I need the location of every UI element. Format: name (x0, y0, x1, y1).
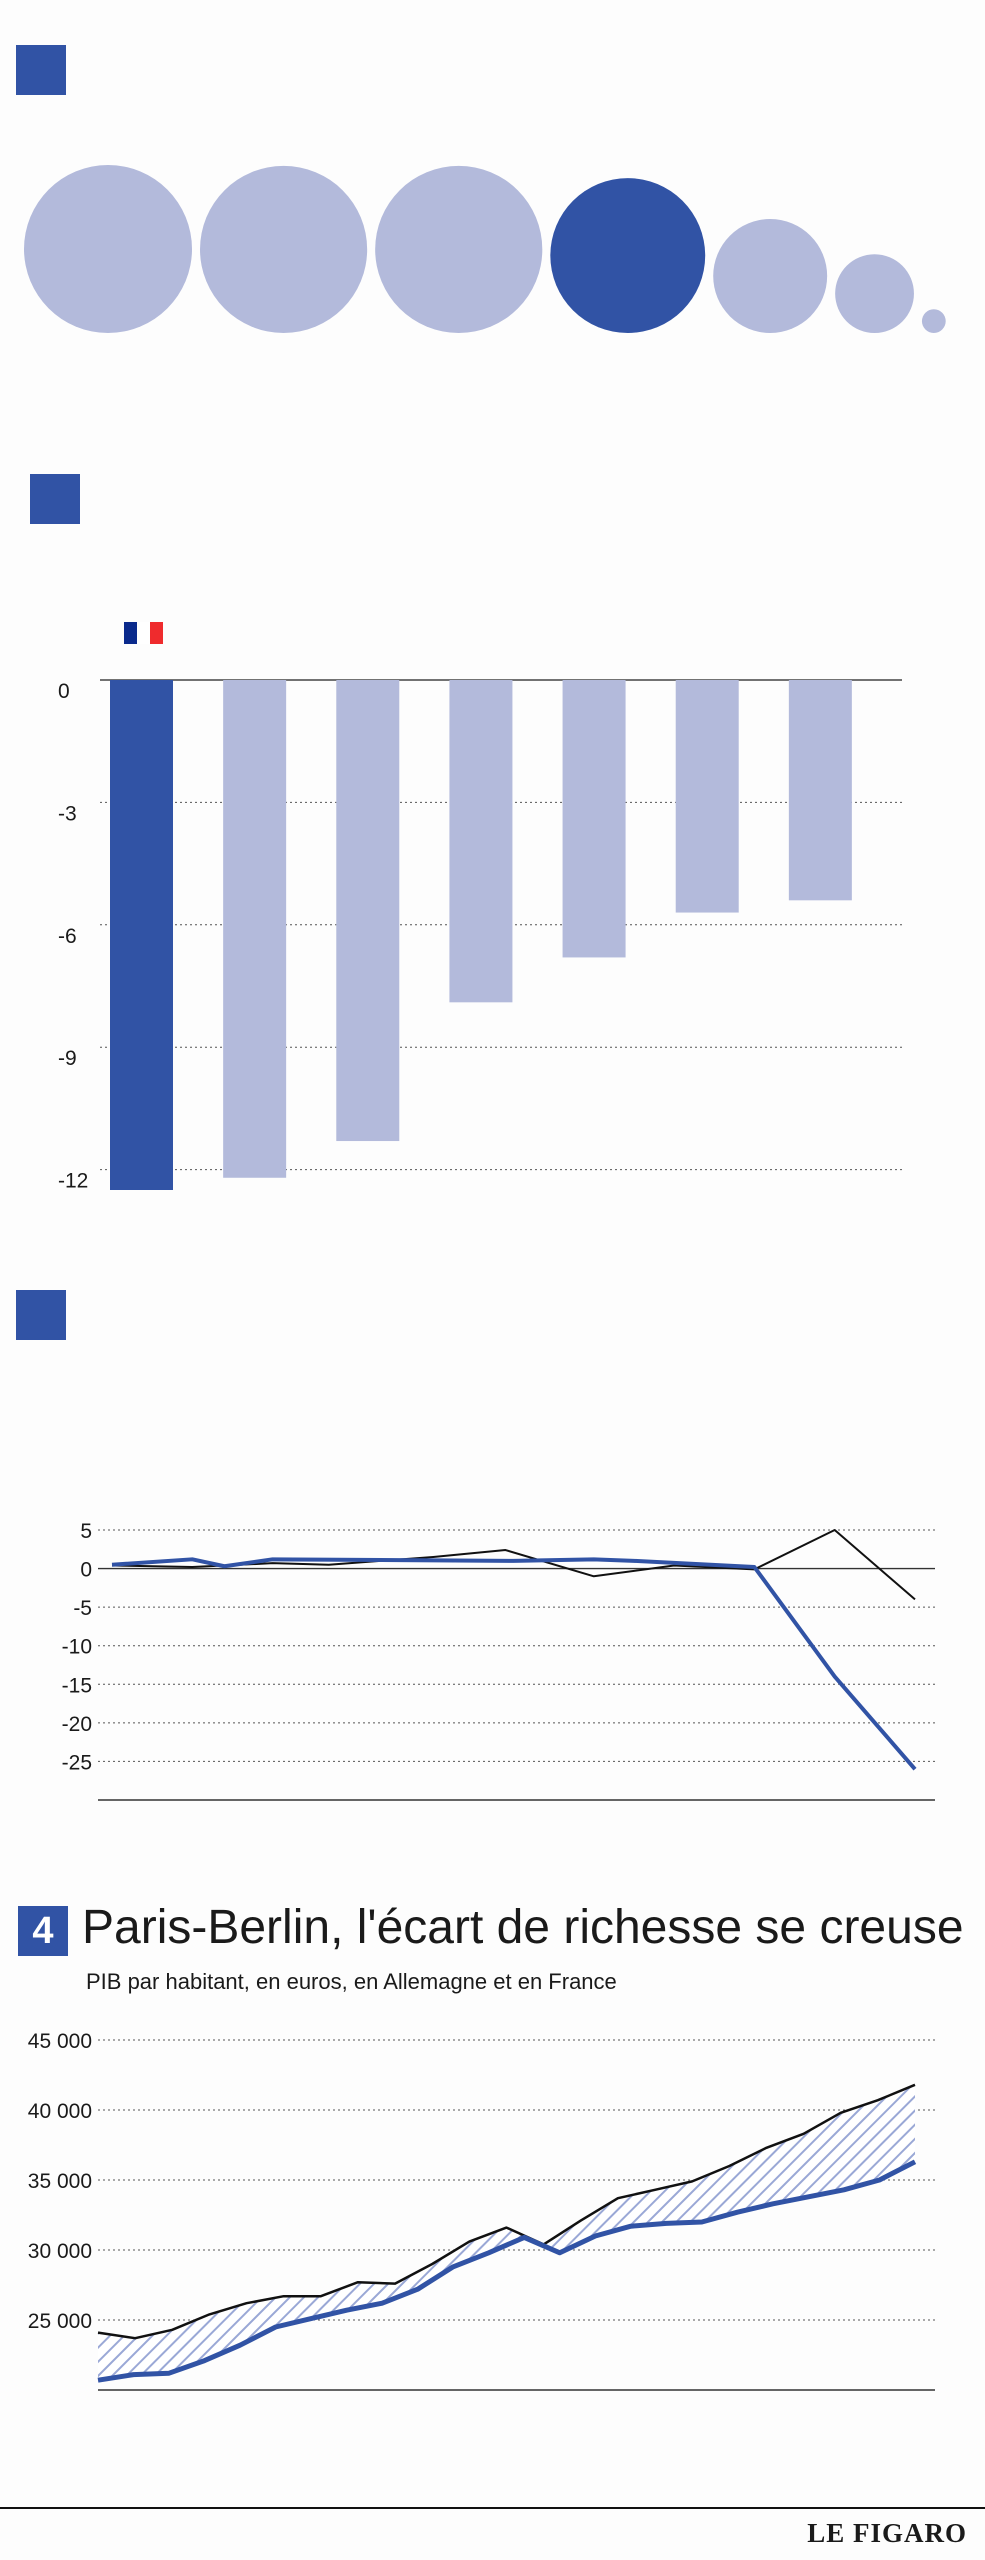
bar-3 (449, 680, 513, 1003)
bar-4 (562, 680, 626, 958)
y-tick-label: 5 (80, 1520, 92, 1543)
section-2-marker (30, 474, 80, 524)
y-tick-label: 45 000 (28, 2030, 92, 2053)
bubble-1 (200, 165, 368, 333)
y-tick-label: -20 (62, 1713, 92, 1736)
y-tick-label: -5 (73, 1597, 92, 1620)
y-tick-label: 25 000 (28, 2310, 92, 2333)
bar-6 (788, 680, 852, 901)
y-tick-label: -9 (58, 1047, 77, 1070)
y-tick-label: -3 (58, 802, 77, 825)
gap-area (98, 2084, 915, 2381)
y-tick-label: -12 (58, 1170, 88, 1193)
le-figaro-logo: LE FIGARO (807, 2518, 967, 2548)
bubble-5 (835, 254, 914, 333)
france-flag-icon (124, 622, 163, 644)
y-tick-label: 40 000 (28, 2100, 92, 2123)
bubble-4 (713, 219, 828, 333)
y-tick-label: 0 (80, 1559, 92, 1582)
chart-title: Paris-Berlin, l'écart de richesse se cre… (82, 1901, 964, 1954)
section-1-marker (16, 45, 66, 95)
y-tick-label: 30 000 (28, 2240, 92, 2263)
gdp-area-chart: 45 000 40 000 35 000 30 000 25 000 (28, 2030, 935, 2391)
bubble-chart (24, 165, 946, 333)
bar-0 (110, 680, 173, 1190)
series-line-1 (97, 2159, 917, 2383)
y-tick-label: -25 (62, 1751, 92, 1774)
line-chart: 5 0 -5 -10 -15 -20 -25 (62, 1520, 935, 1801)
bar-2 (336, 680, 400, 1142)
y-tick-label: 35 000 (28, 2170, 92, 2193)
section-3-marker (16, 1290, 66, 1340)
bar-chart: 0 -3 -6 -9 -12 (58, 622, 902, 1193)
series-line-0 (111, 1557, 917, 1771)
section-4-number: 4 (18, 1906, 68, 1956)
chart-subtitle: PIB par habitant, en euros, en Allemagne… (86, 1969, 617, 1994)
bubble-3 (550, 178, 706, 333)
bubble-6 (921, 309, 946, 333)
bubble-2 (375, 165, 543, 333)
y-tick-label: -10 (62, 1636, 92, 1659)
bar-5 (675, 680, 739, 913)
y-tick-label: 0 (58, 680, 70, 703)
y-tick-label: -15 (62, 1674, 92, 1697)
y-tick-label: -6 (58, 925, 77, 948)
series-line-0 (97, 2083, 916, 2340)
footer-rule (0, 2507, 985, 2509)
bubble-0 (24, 165, 192, 333)
bar-1 (223, 680, 287, 1178)
